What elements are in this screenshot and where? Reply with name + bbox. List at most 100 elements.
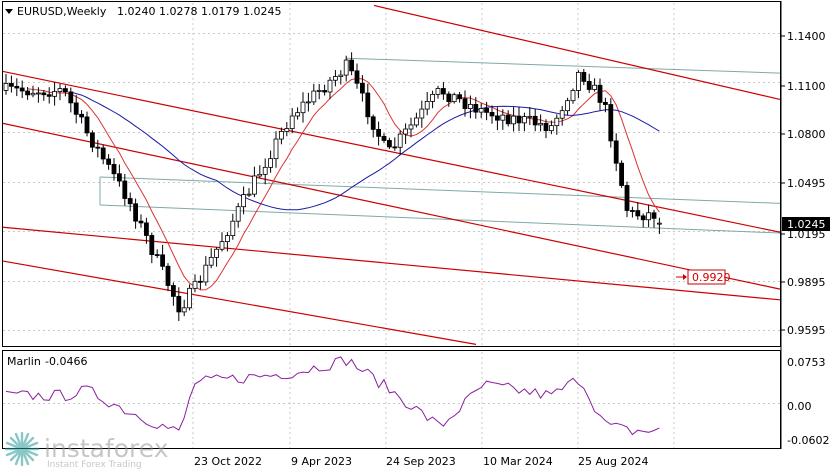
indicator-tick-2: 0.00 xyxy=(787,400,812,413)
candle xyxy=(586,73,592,93)
bear-candle-body xyxy=(516,115,522,124)
bear-candle-body xyxy=(127,198,133,205)
candle xyxy=(532,108,538,132)
candles xyxy=(3,52,662,321)
bear-candle-body xyxy=(354,70,360,84)
bear-candle-body xyxy=(154,254,160,256)
instaforex-logo-icon xyxy=(4,431,40,467)
bull-candle-body xyxy=(235,206,241,222)
candle xyxy=(440,82,446,100)
chart-menu-icon[interactable] xyxy=(5,9,13,14)
candle xyxy=(365,83,371,125)
time-label-2: 9 Apr 2023 xyxy=(291,455,352,468)
candle xyxy=(203,256,209,286)
bear-candle-body xyxy=(349,59,355,72)
candle xyxy=(230,213,236,240)
instaforex-watermark: instaforex Instant Forex Trading xyxy=(4,431,169,470)
bear-candle-body xyxy=(138,220,144,224)
candle xyxy=(381,133,387,144)
candle xyxy=(176,287,182,321)
indicator-tick-1: 0.0753 xyxy=(787,356,826,369)
watermark-brand: instaforex xyxy=(44,434,169,463)
price-tick-4: 1.0495 xyxy=(787,177,826,190)
price-tick-5: 1.0195 xyxy=(787,228,826,241)
candle xyxy=(154,249,160,259)
bear-candle-body xyxy=(635,210,641,217)
bull-candle-body xyxy=(478,108,484,113)
price-tick-7: 0.9595 xyxy=(787,324,826,337)
bear-candle-body xyxy=(90,132,95,148)
bull-candle-body xyxy=(262,166,268,175)
bull-candle-body xyxy=(246,193,252,196)
bear-candle-body xyxy=(462,98,468,109)
candle xyxy=(133,198,139,229)
candle xyxy=(608,98,614,148)
bull-candle-body xyxy=(273,138,279,160)
bull-candle-body xyxy=(646,212,651,221)
candle xyxy=(246,188,252,197)
time-label-1: 23 Oct 2022 xyxy=(194,455,262,468)
candle xyxy=(527,106,533,125)
bull-candle-body xyxy=(57,88,63,92)
candle xyxy=(549,120,554,135)
time-label-5: 25 Aug 2024 xyxy=(578,455,648,468)
candle xyxy=(122,173,128,206)
bull-candle-body xyxy=(203,264,209,283)
watermark-tagline: Instant Forex Trading xyxy=(47,460,142,470)
bear-candle-body xyxy=(84,116,90,134)
bull-candle-body xyxy=(52,91,57,97)
bear-candle-body xyxy=(640,215,646,221)
candle xyxy=(581,68,587,86)
candle xyxy=(316,84,322,100)
bull-candle-body xyxy=(338,74,344,77)
bull-candle-body xyxy=(30,92,36,96)
candle xyxy=(640,213,646,228)
fib-lines xyxy=(99,57,781,234)
bear-candle-body xyxy=(484,108,490,113)
bull-candle-body xyxy=(278,131,284,140)
candle xyxy=(597,78,603,111)
fib-line-top xyxy=(346,57,781,74)
candle xyxy=(327,76,333,100)
candle xyxy=(41,89,47,101)
candle xyxy=(403,123,409,145)
candle xyxy=(343,55,349,82)
bear-candle-body xyxy=(376,128,382,137)
bull-candle-body xyxy=(500,114,506,121)
candle xyxy=(451,92,457,104)
bull-candle-body xyxy=(403,128,409,135)
marlin-line xyxy=(5,356,660,436)
bear-candle-body xyxy=(386,140,392,148)
candle xyxy=(419,100,425,128)
candle xyxy=(657,217,662,235)
candle xyxy=(467,95,473,119)
candle xyxy=(241,186,247,215)
bull-candle-body xyxy=(284,128,290,132)
candle xyxy=(46,87,52,104)
bull-candle-body xyxy=(430,93,436,102)
candle xyxy=(592,78,597,92)
candle xyxy=(516,106,522,132)
candle xyxy=(295,107,301,120)
candle xyxy=(25,87,31,100)
current-price-tag: 1.0245 xyxy=(782,217,830,231)
candle xyxy=(224,232,230,252)
candle xyxy=(473,97,479,119)
candle xyxy=(646,204,651,228)
price-tick-2: 1.1100 xyxy=(787,80,826,93)
indicator-axis: 0.0753 0.00 -0.0602 xyxy=(787,356,829,447)
bear-candle-body xyxy=(603,101,608,105)
candle xyxy=(149,232,155,264)
candle xyxy=(68,87,74,113)
candle xyxy=(165,263,171,292)
bear-candle-body xyxy=(370,116,376,130)
candle xyxy=(424,92,430,116)
candle xyxy=(392,137,398,151)
candle xyxy=(214,247,220,267)
candle xyxy=(484,101,490,121)
bear-candle-body xyxy=(624,185,630,211)
current-price-value: 1.0245 xyxy=(787,218,826,231)
candle xyxy=(251,166,257,198)
candle xyxy=(613,133,619,172)
candle xyxy=(138,214,144,228)
